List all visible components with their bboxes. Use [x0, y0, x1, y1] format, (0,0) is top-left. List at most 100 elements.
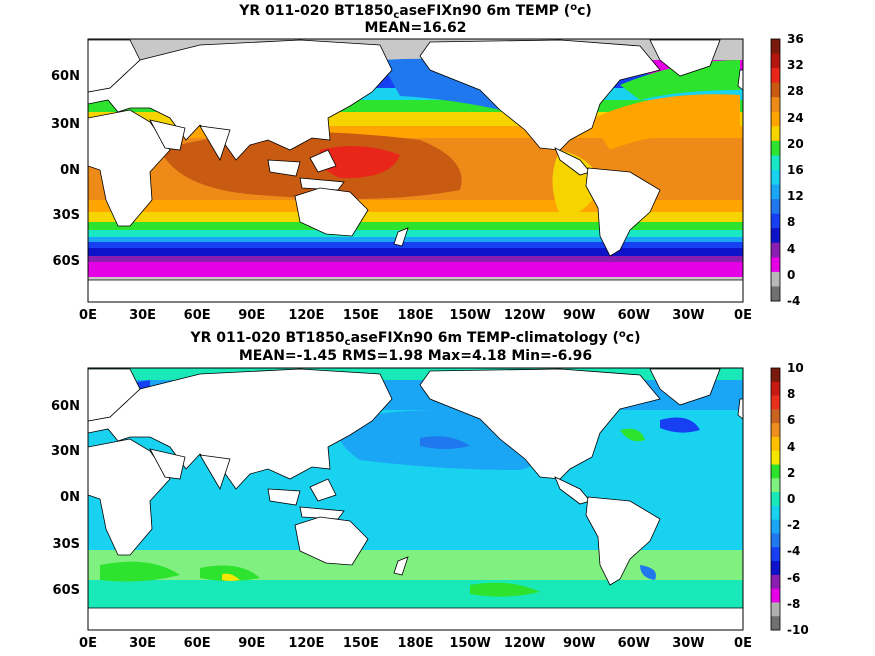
colorbar-tick-label: -8 [787, 596, 801, 611]
y-tick-label: 0N [60, 163, 80, 178]
colorbar-tick-label: -4 [787, 294, 801, 308]
x-tick-label: 120W [503, 636, 546, 651]
colorbar-segment [771, 228, 780, 244]
colorbar-segment [771, 39, 780, 55]
colorbar-segment [771, 97, 780, 113]
x-tick-label: 120W [503, 308, 546, 323]
colorbar-tick-label: 12 [787, 189, 804, 204]
colorbar-segment [771, 478, 780, 493]
colorbar-segment [771, 409, 780, 424]
colorbar-segment [771, 68, 780, 84]
colorbar-tick-label: 8 [787, 215, 796, 230]
colorbar-segment [771, 184, 780, 200]
colorbar-segment [771, 574, 780, 590]
colorbar-tick-label: -4 [787, 544, 801, 559]
y-tick-label: 60N [51, 69, 80, 84]
x-tick-label: 150W [449, 308, 491, 323]
colorbar-tick-label: 36 [787, 32, 804, 46]
x-tick-label: 150E [342, 308, 379, 323]
colorbar-segment [771, 257, 780, 273]
colorbar-segment [771, 533, 780, 548]
x-tick-label: 0E [734, 308, 752, 323]
colorbar-segment [771, 436, 780, 452]
colorbar-segment [771, 519, 780, 534]
colorbar-tick-label: 20 [787, 136, 804, 151]
colorbar-segment [771, 381, 780, 397]
colorbar-segment [771, 286, 780, 302]
colorbar-segment [771, 505, 780, 521]
y-tick-label: 30S [52, 537, 80, 552]
colorbar-segment [771, 588, 780, 603]
y-tick-label: 60S [52, 583, 80, 598]
y-tick-label: 60S [52, 254, 80, 269]
land-polygons-2 [88, 368, 743, 630]
colorbar-tick-label: 6 [787, 413, 796, 428]
x-tick-label: 30W [672, 636, 705, 651]
panel1-map [88, 39, 743, 302]
x-tick-label: 30E [129, 636, 157, 651]
colorbar-segment [771, 423, 780, 438]
colorbar-tick-label: 8 [787, 387, 796, 402]
x-tick-label: 60E [183, 636, 211, 651]
x-tick-label: 60E [183, 308, 211, 323]
colorbar-tick-label: 32 [787, 58, 804, 73]
x-tick-label: 180E [397, 308, 434, 323]
colorbar-segment [771, 450, 780, 466]
x-tick-label: 30W [672, 308, 705, 323]
y-tick-label: 0N [60, 490, 80, 505]
colorbar-tick-label: 4 [787, 439, 796, 454]
x-tick-label: 90E [238, 636, 266, 651]
x-tick-label: 60W [617, 308, 651, 323]
x-tick-label: 150E [342, 636, 379, 651]
colorbar-tick-label: 16 [787, 163, 804, 177]
x-tick-label: 0E [734, 636, 752, 651]
panel2-map [88, 368, 743, 630]
y-tick-label: 30N [51, 444, 80, 459]
colorbar-tick-label: 0 [787, 267, 796, 282]
x-tick-label: 90W [563, 636, 596, 651]
colorbar-segment [771, 155, 780, 171]
colorbar-tick-label: 4 [787, 241, 796, 256]
x-tick-label: 30E [129, 308, 157, 323]
colorbar-tick-label: 24 [787, 110, 804, 125]
x-tick-label: 60W [617, 636, 651, 651]
colorbar-tick-label: -2 [787, 518, 801, 533]
colorbar-segment [771, 242, 780, 258]
panel1-title: YR 011-020 BT1850caseFIXn90 6m TEMP (oc) [239, 2, 592, 21]
y-tick-label: 30S [52, 208, 80, 223]
colorbar-segment [771, 199, 780, 215]
colorbar-segment [771, 170, 780, 186]
colorbar-segment [771, 82, 780, 98]
panel2-stats: MEAN=-1.45 RMS=1.98 Max=4.18 Min=-6.96 [238, 348, 593, 364]
x-tick-label: 180E [397, 636, 434, 651]
x-tick-label: 0E [79, 636, 97, 651]
panel2-title: YR 011-020 BT1850caseFIXn90 6m TEMP-clim… [190, 329, 641, 348]
x-tick-label: 90E [238, 308, 266, 323]
x-tick-label: 120E [288, 308, 325, 323]
colorbar-tick-label: 2 [787, 465, 796, 480]
colorbar-tick-label: 10 [787, 361, 804, 375]
y-tick-label: 30N [51, 117, 80, 132]
colorbar-segment [771, 561, 780, 576]
panel2-frame [87, 367, 744, 631]
y-tick-label: 60N [51, 399, 80, 414]
x-tick-label: 0E [79, 308, 97, 323]
colorbar-segment [771, 53, 780, 69]
colorbar-segment [771, 111, 780, 127]
colorbar-segment [771, 368, 780, 383]
colorbar-tick-label: 0 [787, 492, 796, 506]
colorbar-segment [771, 140, 780, 156]
colorbar-tick-label: 28 [787, 84, 804, 99]
colorbar-frame [770, 38, 781, 302]
colorbar-tick-label: -6 [787, 570, 801, 585]
colorbar-segment [771, 213, 780, 229]
colorbar-segment [771, 126, 780, 142]
x-tick-label: 150W [449, 636, 491, 651]
x-tick-label: 120E [288, 636, 325, 651]
colorbar-tick-label: -10 [787, 623, 809, 637]
x-tick-label: 90W [563, 308, 596, 323]
panel1-colorbar [770, 38, 781, 302]
colorbar-segment [771, 271, 780, 287]
panel1-frame [87, 38, 744, 303]
